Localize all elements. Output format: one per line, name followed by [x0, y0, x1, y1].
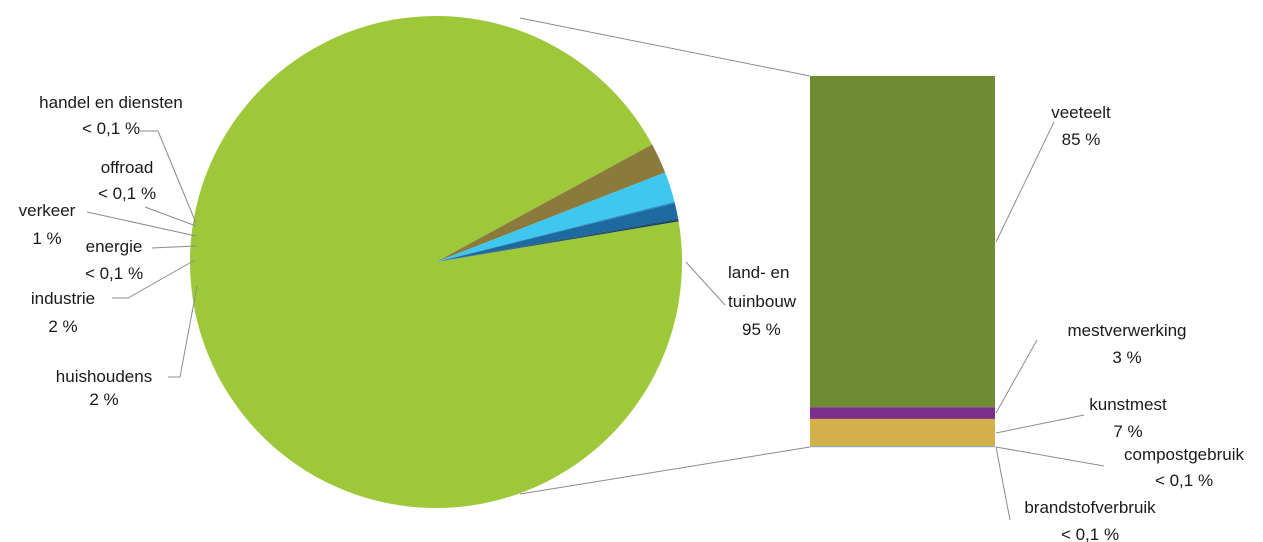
label-huishoudens: huishoudens 2 %: [56, 367, 152, 409]
leader-huishoudens: [168, 285, 198, 378]
label-offroad: offroad < 0,1 %: [98, 158, 156, 203]
pie-slice-land-en-tuinbouw: [189, 15, 682, 508]
label-verkeer: verkeer 1 %: [19, 201, 76, 248]
value-label: 85 %: [1062, 130, 1101, 149]
bar-segment-kunstmest: [810, 418, 995, 447]
category-label: veeteelt: [1051, 103, 1111, 122]
pie-slice-offroad: [436, 218, 679, 262]
leader-veeteelt: [995, 121, 1055, 243]
value-label: < 0,1 %: [1061, 525, 1119, 542]
leader-verkeer: [86, 211, 197, 237]
category-label: brandstofverbruik: [1024, 498, 1156, 517]
pie-slice-huishoudens: [436, 144, 666, 262]
label-brandstofverbruik: brandstofverbruik < 0,1 %: [1024, 498, 1156, 542]
bar-segment-compostgebruik: [810, 446, 995, 447]
category-label: offroad: [101, 158, 154, 177]
pie-slice-handel-en-diensten: [436, 219, 679, 262]
pie-slice-verkeer: [436, 203, 679, 262]
leader-mestverwerking: [995, 339, 1038, 414]
connector-top: [519, 17, 811, 77]
category-label: compostgebruik: [1124, 445, 1245, 464]
value-label: 2 %: [89, 390, 118, 409]
category-label: industrie: [31, 289, 95, 308]
label-handel-en-diensten: handel en diensten < 0,1 %: [39, 93, 183, 138]
leader-brandstofverbruik: [995, 446, 1011, 521]
stacked-bar: [810, 76, 995, 448]
label-kunstmest: kunstmest 7 %: [1089, 395, 1167, 441]
bar-segment-veeteelt: [810, 76, 995, 408]
value-label: < 0,1 %: [85, 264, 143, 283]
leader-compostgebruik: [995, 446, 1105, 467]
label-industrie: industrie 2 %: [31, 289, 95, 336]
value-label: 1 %: [32, 229, 61, 248]
pie-slice-industrie: [436, 172, 675, 262]
connector-bottom: [519, 446, 811, 495]
category-label: huishoudens: [56, 367, 152, 386]
category-label: energie: [86, 237, 143, 256]
label-compostgebruik: compostgebruik < 0,1 %: [1124, 445, 1245, 490]
value-label: < 0,1 %: [98, 184, 156, 203]
value-label: 7 %: [1113, 422, 1142, 441]
leader-industrie: [112, 259, 196, 299]
category-label: handel en diensten: [39, 93, 183, 112]
category-label: kunstmest: [1089, 395, 1167, 414]
leader-energie: [151, 245, 197, 249]
bar-segment-brandstofverbruik: [810, 446, 995, 448]
leader-land-en-tuinbouw: [685, 261, 726, 306]
value-label: 3 %: [1112, 348, 1141, 367]
category-label: land- en: [728, 263, 789, 282]
category-label: tuinbouw: [728, 292, 797, 311]
label-land-en-tuinbouw: land- en tuinbouw 95 %: [728, 263, 797, 339]
connector-lines: [519, 17, 811, 495]
category-label: verkeer: [19, 201, 76, 220]
bar-segment-mestverwerking: [810, 407, 995, 419]
label-veeteelt: veeteelt 85 %: [1051, 103, 1111, 149]
pie-slice-energie: [436, 201, 675, 262]
value-label: 95 %: [742, 320, 781, 339]
value-label: < 0,1 %: [82, 119, 140, 138]
value-label: 2 %: [48, 317, 77, 336]
label-energie: energie < 0,1 %: [85, 237, 143, 283]
label-mestverwerking: mestverwerking 3 %: [1067, 321, 1186, 367]
leader-offroad: [144, 206, 197, 227]
value-label: < 0,1 %: [1155, 471, 1213, 490]
leader-handel-en-diensten: [140, 130, 197, 224]
leader-lines: [86, 121, 1105, 521]
category-label: mestverwerking: [1067, 321, 1186, 340]
leader-kunstmest: [995, 414, 1085, 434]
pie-chart: [189, 15, 682, 508]
